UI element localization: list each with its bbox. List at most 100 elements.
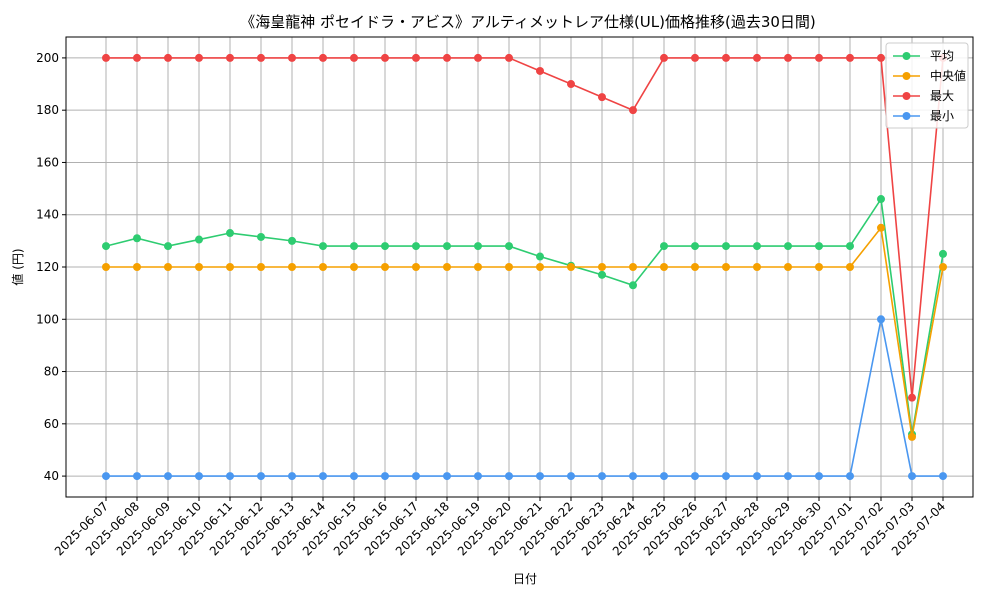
legend-item: 中央値 [893,68,966,83]
data-point [629,281,637,290]
data-point [226,263,234,271]
data-point [629,472,637,481]
data-point [598,263,606,271]
data-point [412,263,420,271]
data-point [660,472,668,481]
series-layer [102,53,947,481]
data-point [784,53,792,62]
data-point [257,232,265,241]
series-line [106,319,943,477]
data-point [350,53,358,62]
data-point [691,472,699,481]
legend-item: 最大 [893,89,954,103]
data-point [164,263,172,271]
data-point [412,53,420,62]
y-tick-label: 80 [44,365,59,379]
data-point [660,263,668,271]
data-point [722,263,730,271]
data-point [133,472,141,481]
data-point [350,242,358,251]
data-point [102,472,110,481]
data-point [567,263,575,271]
data-point [226,53,234,62]
series-line [106,57,944,398]
data-point [102,53,110,62]
data-point [474,242,482,251]
data-point [536,66,544,75]
data-point [164,472,172,481]
legend-item: 平均 [893,49,954,63]
data-point [133,263,141,271]
data-point [319,263,327,271]
series-1 [102,223,947,441]
data-point [505,53,513,62]
data-point [567,80,575,89]
x-axis: 2025-06-072025-06-082025-06-092025-06-10… [52,497,948,558]
data-point [660,53,668,62]
data-point [412,472,420,481]
data-point [784,242,792,251]
data-point [536,472,544,481]
y-axis: 40 60 80 100 120 140 160 180 200 [36,51,66,483]
data-point [443,263,451,271]
data-point [939,472,947,481]
legend-label: 最小 [930,109,954,123]
series-0 [102,195,947,439]
data-point [784,263,792,271]
data-point [195,263,203,271]
data-point [474,53,482,62]
data-point [257,53,265,62]
data-point [877,223,885,232]
data-point [722,53,730,62]
data-point [598,472,606,481]
y-tick-label: 180 [36,103,59,117]
data-point [319,472,327,481]
legend-marker [902,112,911,120]
data-point [288,472,296,481]
series-line [106,225,944,438]
data-point [288,236,296,245]
data-point [505,263,513,271]
data-point [350,263,358,271]
data-point [846,263,854,271]
data-point [102,263,110,271]
data-point [195,53,203,62]
data-point [877,53,885,62]
legend-marker [902,92,911,100]
data-point [319,242,327,251]
data-point [784,472,792,481]
data-point [846,53,854,62]
data-point [908,393,916,402]
data-point [691,242,699,251]
data-point [846,472,854,481]
data-point [753,263,761,271]
data-point [846,242,854,251]
data-point [753,53,761,62]
data-point [288,53,296,62]
data-point [443,242,451,251]
data-point [567,472,575,481]
data-point [288,263,296,271]
data-point [815,263,823,271]
y-tick-label: 40 [44,469,59,483]
data-point [381,53,389,62]
legend-marker [902,52,911,60]
series-line [105,196,944,435]
data-point [753,472,761,481]
legend-item: 最小 [893,109,954,123]
data-point [350,472,358,481]
data-point [102,242,110,251]
data-point [629,263,637,271]
data-point [660,242,668,251]
data-point [691,53,699,62]
data-point [381,242,389,251]
data-point [598,270,606,279]
legend-label: 平均 [930,49,954,63]
data-point [319,53,327,62]
legend-marker [902,72,911,80]
series-3 [102,315,947,481]
y-tick-label: 100 [36,312,59,326]
data-point [505,242,513,251]
